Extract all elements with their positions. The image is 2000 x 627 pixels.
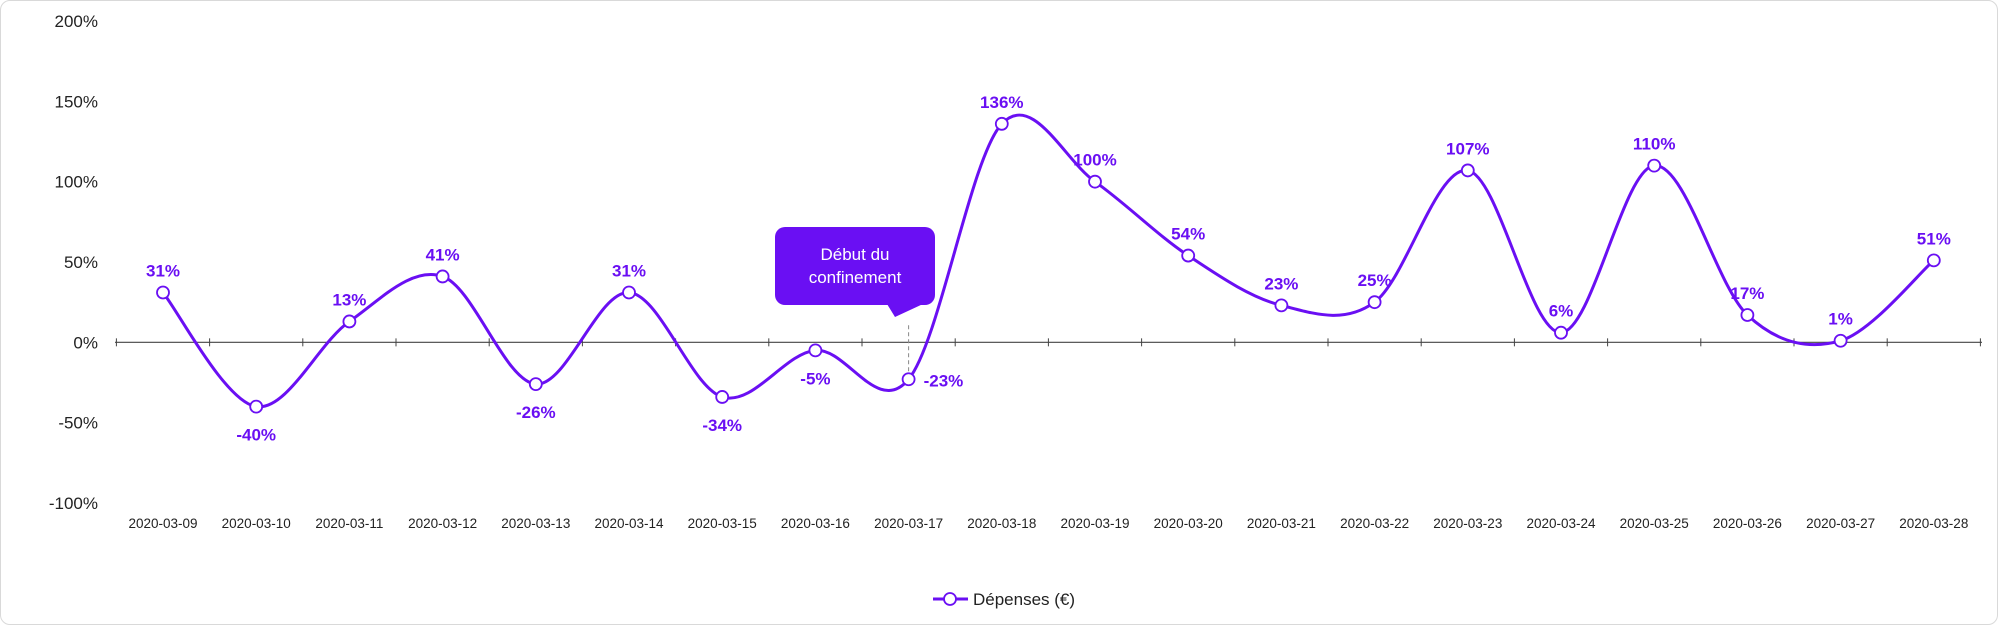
data-label: 31% [612, 262, 646, 281]
callout-text-line: Début du [821, 245, 890, 264]
y-tick-label: -100% [49, 494, 98, 513]
data-label: -23% [924, 371, 964, 390]
data-label: -26% [516, 403, 556, 422]
x-tick-label: 2020-03-12 [408, 516, 477, 531]
data-point [249, 399, 264, 414]
x-tick-label: 2020-03-23 [1433, 516, 1502, 531]
data-point [1181, 248, 1196, 263]
y-tick-label: -50% [58, 414, 98, 433]
data-label: -40% [236, 426, 276, 445]
x-tick-label: 2020-03-10 [222, 516, 291, 531]
data-point [808, 343, 823, 358]
x-tick-label: 2020-03-24 [1526, 516, 1596, 531]
data-label: 107% [1446, 139, 1489, 158]
data-label: 100% [1073, 151, 1116, 170]
x-tick-label: 2020-03-21 [1247, 516, 1316, 531]
data-point [342, 314, 357, 329]
data-point [622, 285, 636, 300]
data-label: 54% [1171, 225, 1205, 244]
data-point [1554, 325, 1568, 340]
x-tick-label: 2020-03-15 [688, 516, 757, 531]
x-tick-label: 2020-03-13 [501, 516, 570, 531]
data-label: 17% [1730, 284, 1764, 303]
x-tick-label: 2020-03-09 [128, 516, 197, 531]
lockdown-callout: Début du confinement [775, 227, 935, 372]
legend-marker [943, 592, 957, 606]
data-point [715, 390, 730, 404]
x-tick-label: 2020-03-17 [874, 516, 943, 531]
x-tick-label: 2020-03-11 [315, 516, 383, 531]
legend: Dépenses (€) [933, 590, 1075, 609]
legend-label: Dépenses (€) [973, 590, 1075, 609]
data-point [1367, 295, 1382, 310]
data-label: 136% [980, 93, 1023, 112]
x-tick-label: 2020-03-19 [1060, 516, 1129, 531]
data-point [1460, 163, 1475, 178]
y-tick-label: 50% [64, 253, 98, 272]
data-point [435, 269, 450, 284]
x-tick-label: 2020-03-18 [967, 516, 1036, 531]
x-tick-label: 2020-03-28 [1899, 516, 1968, 531]
data-point [901, 372, 916, 387]
series-line [161, 113, 1935, 409]
x-tick-label: 2020-03-27 [1806, 516, 1875, 531]
data-label: 31% [146, 262, 180, 281]
x-tick-label: 2020-03-20 [1154, 516, 1223, 531]
data-point [1647, 158, 1662, 173]
callout-pointer [887, 304, 923, 317]
data-label: -5% [800, 369, 830, 388]
series-layer: 31% -40% 13% 41% -26% 31% -34% -5% -23% 136% 100% 5… [146, 93, 1951, 445]
data-label: 1% [1828, 310, 1853, 329]
y-tick-label: 100% [55, 173, 98, 192]
data-label: 13% [332, 290, 366, 309]
data-label: 51% [1917, 229, 1951, 248]
data-label: 6% [1549, 302, 1574, 321]
data-point [1088, 174, 1102, 189]
x-axis: 2020-03-09 2020-03-10 2020-03-11 2020-03-12… [115, 338, 1982, 531]
x-tick-label: 2020-03-14 [594, 516, 664, 531]
data-point [156, 285, 170, 300]
data-point [1833, 333, 1848, 348]
y-tick-label: 200% [55, 12, 98, 31]
data-label: -34% [702, 416, 742, 435]
x-tick-label: 2020-03-25 [1620, 516, 1689, 531]
data-point [994, 116, 1009, 131]
y-tick-label: 150% [55, 92, 98, 111]
x-tick-label: 2020-03-22 [1340, 516, 1409, 531]
data-label: 41% [426, 245, 460, 264]
x-tick-label: 2020-03-16 [781, 516, 850, 531]
y-axis: -100% -50% 0% 50% 100% 150% 200% [49, 12, 98, 513]
data-point [1740, 308, 1755, 322]
data-point [1274, 298, 1289, 313]
x-tick-label: 2020-03-26 [1713, 516, 1782, 531]
data-label: 110% [1633, 135, 1676, 154]
data-label: 23% [1264, 274, 1298, 293]
callout-box [775, 227, 935, 305]
data-point [1926, 253, 1941, 268]
data-point [528, 377, 543, 392]
y-tick-label: 0% [73, 333, 98, 352]
data-label: 25% [1358, 271, 1392, 290]
callout-text-line: confinement [809, 268, 902, 287]
